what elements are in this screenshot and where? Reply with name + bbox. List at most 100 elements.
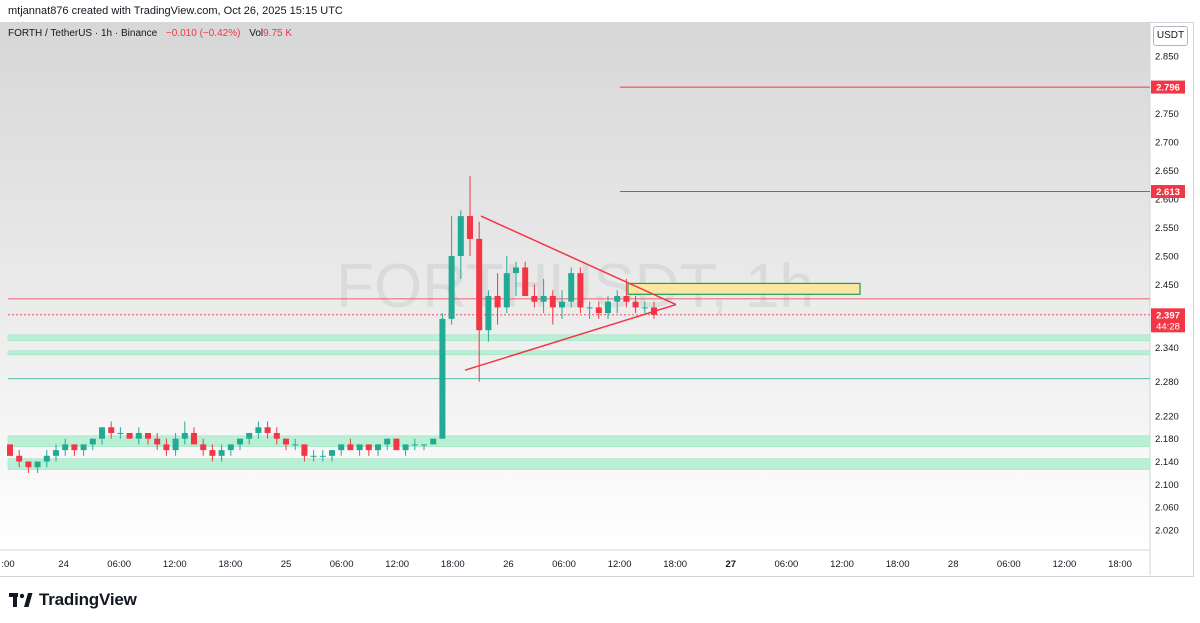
price-tick-label: 2.020 (1155, 526, 1179, 537)
candle-body (513, 267, 519, 274)
price-tick-label: 2.280 (1155, 377, 1179, 388)
candle-body (329, 450, 335, 456)
symbol-legend: FORTH / TetherUS · 1h · Binance −0.010 (… (8, 28, 292, 39)
candle-body (218, 450, 225, 456)
candle-body (154, 438, 161, 445)
candle-body (172, 438, 179, 451)
candle-body (338, 444, 345, 451)
triangle-pattern (464, 215, 677, 371)
tradingview-brand[interactable]: TradingView (9, 590, 137, 610)
candle-body (467, 216, 473, 239)
candle-body (577, 273, 584, 308)
price-tick-label: 2.750 (1155, 109, 1179, 120)
candle-body (411, 444, 418, 446)
time-tick-label: 24 (58, 559, 69, 570)
candle-body (62, 444, 69, 451)
candle-body (485, 295, 492, 331)
time-tick-label: 18:00 (219, 559, 243, 570)
candle-body (568, 273, 575, 302)
candle-body (595, 307, 602, 314)
price-tick-label: 2.140 (1155, 457, 1179, 468)
change-text: −0.010 (−0.42%) (165, 28, 241, 39)
price-tick-label: 2.340 (1155, 343, 1179, 354)
candle-body (117, 432, 124, 434)
time-tick-label: 12:00 (385, 559, 409, 570)
price-label-box (1151, 308, 1185, 333)
price-label-text: 2.613 (1156, 187, 1180, 198)
candle-body (108, 427, 115, 433)
price-tick-label: 2.550 (1155, 223, 1179, 234)
candle-body (264, 427, 271, 433)
price-tick-label: 2.500 (1155, 252, 1179, 263)
time-tick-label: 06:00 (997, 559, 1021, 570)
time-tick-label: 06:00 (775, 559, 799, 570)
candle-body (402, 444, 409, 451)
price-tick-label: 2.060 (1155, 503, 1179, 514)
time-tick-label: 18:00 (441, 559, 465, 570)
candle-body (301, 444, 308, 456)
time-tick-label: 12:00 (830, 559, 854, 570)
volume-value: 9.75 K (263, 28, 293, 39)
price-label-text: 2.796 (1156, 83, 1180, 94)
candle-body (163, 444, 170, 451)
time-tick-label: 27 (726, 559, 737, 570)
candle-body (246, 432, 253, 439)
candle-body (7, 444, 13, 456)
time-tick-label: 12:00 (1053, 559, 1077, 570)
candle-body (71, 444, 78, 451)
candle-body (237, 438, 243, 445)
candle-body (227, 444, 234, 451)
candle-body (421, 444, 427, 446)
candle-body (494, 295, 501, 308)
candle-body (605, 301, 611, 314)
triangle-lower-line (464, 303, 677, 371)
candle-body (145, 432, 151, 439)
candle-body (375, 444, 381, 451)
time-tick-label: 12:00 (608, 559, 632, 570)
time-tick-label: 18:00 (1108, 559, 1132, 570)
candle-body (549, 295, 556, 308)
candle-body (586, 307, 593, 309)
volume-label: Vol (249, 28, 264, 39)
currency-button[interactable]: USDT (1153, 26, 1188, 46)
candle-body (448, 256, 455, 319)
candle-body (623, 295, 630, 302)
candle-body (181, 432, 188, 439)
price-chart[interactable]: FORTHUSDT, 1h 2.8502.8002.7502.7002.6502… (0, 22, 1193, 575)
time-tick-label: 18:00 (663, 559, 687, 570)
time-tick-label: 28 (948, 559, 959, 570)
countdown-text: 44:28 (1156, 321, 1180, 332)
symbol-text: FORTH / TetherUS · 1h · Binance (8, 28, 158, 39)
candle-body (200, 444, 207, 451)
triangle-upper-line (480, 215, 677, 306)
price-tick-label: 2.700 (1155, 137, 1179, 148)
price-tick-label: 2.600 (1155, 194, 1179, 205)
brand-name: TradingView (39, 590, 137, 609)
candles (7, 176, 657, 473)
candle-body (439, 318, 446, 439)
target-box-layer (627, 282, 861, 295)
candle-body (191, 432, 197, 445)
candle-body (476, 238, 483, 331)
price-tick-label: 2.450 (1155, 280, 1179, 291)
time-tick-label: 18:00 (886, 559, 910, 570)
price-axis[interactable]: 2.8502.8002.7502.7002.6502.6002.5502.500… (1155, 52, 1179, 537)
candle-body (43, 455, 50, 462)
candle-body (503, 273, 510, 308)
time-tick-label: 06:00 (330, 559, 354, 570)
price-tick-label: 2.180 (1155, 434, 1179, 445)
candle-body (522, 267, 529, 296)
candle-body (614, 295, 621, 302)
price-tick-label: 2.100 (1155, 480, 1179, 491)
candle-body (540, 295, 547, 302)
price-tick-label: 2.850 (1155, 52, 1179, 63)
candle-body (457, 216, 464, 257)
time-tick-label: 06:00 (552, 559, 576, 570)
candle-body (641, 307, 648, 309)
candle-body (99, 427, 105, 439)
support-zone (7, 435, 1151, 447)
tradingview-logo-icon (9, 593, 33, 607)
candle-body (135, 432, 142, 439)
time-axis[interactable]: :00 24 06:00 12:00 18:00 25 06:00 12:00 18:00 26 0… (1, 559, 1132, 570)
